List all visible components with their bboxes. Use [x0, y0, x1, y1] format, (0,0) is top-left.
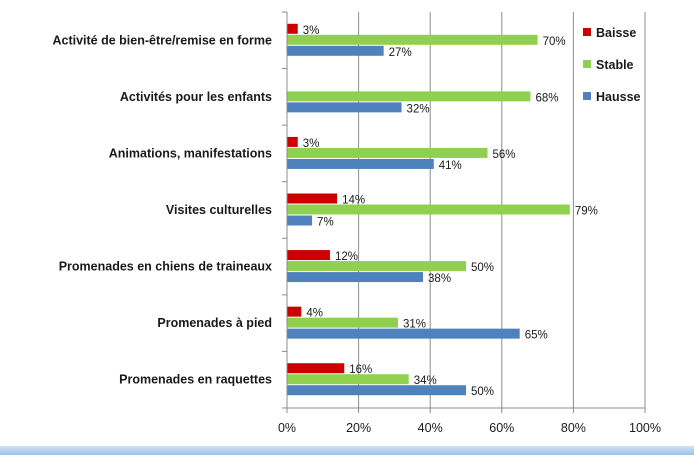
category-label: Promenades à pied [157, 316, 272, 330]
data-label: 14% [342, 195, 365, 207]
data-label: 50% [471, 262, 494, 274]
category-label: Animations, manifestations [109, 146, 272, 160]
data-label: 31% [403, 319, 426, 331]
category-label: Activités pour les enfants [120, 90, 272, 104]
data-label: 38% [428, 273, 451, 285]
data-label: 79% [575, 206, 598, 218]
x-tick-label: 80% [561, 421, 586, 435]
bar-baisse [287, 136, 298, 147]
bar-hausse [287, 215, 313, 226]
bar-baisse [287, 363, 345, 374]
bar-hausse [287, 272, 424, 283]
x-tick-label: 20% [346, 421, 371, 435]
bar-baisse [287, 23, 298, 34]
data-label: 56% [492, 149, 515, 161]
data-label: 27% [389, 47, 412, 59]
bar-stable [287, 374, 409, 385]
x-tick-label: 0% [278, 421, 296, 435]
bar-stable [287, 34, 538, 45]
bar-stable [287, 261, 466, 272]
bottom-band [0, 446, 694, 455]
category-label: Promenades en raquettes [119, 373, 272, 387]
legend-swatch-stable [583, 60, 591, 68]
data-label: 12% [335, 251, 358, 263]
category-label: Activité de bien-être/remise en forme [52, 33, 272, 47]
data-label: 3% [303, 138, 320, 150]
bar-baisse [287, 250, 330, 261]
bar-hausse [287, 45, 384, 56]
legend-label-hausse: Hausse [596, 90, 641, 104]
x-tick-label: 60% [489, 421, 514, 435]
bar-stable [287, 204, 570, 215]
legend-label-stable: Stable [596, 58, 634, 72]
category-label: Promenades en chiens de traineaux [59, 260, 272, 274]
legend-label-baisse: Baisse [596, 26, 636, 40]
legend-swatch-hausse [583, 92, 591, 100]
data-label: 3% [303, 25, 320, 37]
legend-swatch-baisse [583, 28, 591, 36]
bar-hausse [287, 158, 434, 169]
data-label: 65% [525, 330, 548, 342]
bar-stable [287, 91, 531, 102]
bar-stable [287, 147, 488, 158]
data-label: 70% [543, 36, 566, 48]
data-label: 7% [317, 217, 334, 229]
bar-hausse [287, 328, 520, 339]
data-label: 68% [535, 92, 558, 104]
bar-stable [287, 317, 398, 328]
data-label: 41% [439, 160, 462, 172]
data-label: 32% [407, 103, 430, 115]
x-tick-label: 100% [629, 421, 661, 435]
bar-baisse [287, 306, 302, 317]
bar-hausse [287, 102, 402, 113]
bar-baisse [287, 193, 338, 204]
data-label: 50% [471, 386, 494, 398]
data-label: 34% [414, 375, 437, 387]
data-label: 4% [306, 308, 323, 320]
category-label: Visites culturelles [166, 203, 272, 217]
x-tick-label: 40% [418, 421, 443, 435]
bar-hausse [287, 385, 466, 396]
data-label: 16% [349, 364, 372, 376]
